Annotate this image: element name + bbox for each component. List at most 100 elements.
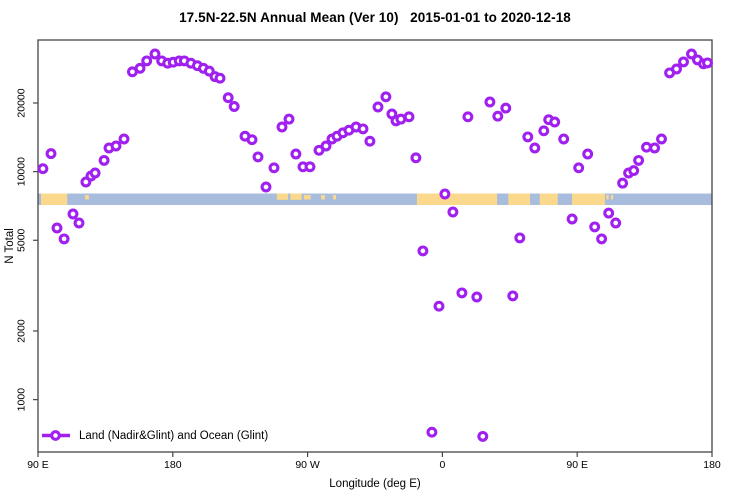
- data-point: [500, 102, 512, 114]
- data-point: [633, 154, 645, 166]
- data-point: [222, 92, 234, 104]
- legend-marker-icon: [42, 430, 70, 441]
- data-point: [462, 111, 474, 123]
- data-point: [558, 133, 570, 145]
- y-tick-label: 10000: [16, 157, 28, 186]
- x-tick-label: 180: [703, 459, 721, 471]
- x-tick-label: 90 E: [566, 459, 588, 471]
- x-tick-label: 0: [439, 459, 445, 471]
- data-point: [58, 233, 70, 245]
- x-axis-title: Longitude (deg E): [329, 478, 421, 490]
- data-point: [283, 113, 295, 125]
- map-band-land: [40, 193, 68, 205]
- x-tick-label: 90 W: [295, 459, 320, 471]
- map-band: [38, 193, 712, 205]
- data-point: [628, 165, 640, 177]
- y-tick-label: 1000: [16, 388, 28, 412]
- data-point: [529, 142, 541, 154]
- y-tick-label: 2000: [16, 319, 28, 343]
- data-point: [596, 233, 608, 245]
- map-band-land: [416, 193, 498, 205]
- data-point: [228, 101, 240, 112]
- chart-title: 17.5N-22.5N Annual Mean (Ver 10) 2015-01…: [179, 10, 571, 25]
- data-point: [471, 291, 483, 303]
- data-point: [276, 121, 288, 133]
- data-point: [380, 91, 392, 103]
- data-point: [252, 151, 264, 163]
- map-band-land: [610, 195, 614, 200]
- map-band-land: [508, 193, 531, 205]
- y-axis-title: N Total: [4, 228, 16, 264]
- data-point: [549, 116, 561, 128]
- data-point: [656, 133, 667, 145]
- data-point: [246, 134, 258, 146]
- map-band-ocean: [38, 193, 712, 205]
- data-point: [67, 208, 79, 220]
- x-tick-label: 90 E: [27, 459, 49, 471]
- x-axis-ticks: 90 E 180 90 W 0 90 E 180: [27, 452, 721, 471]
- data-point: [304, 161, 316, 173]
- data-point: [566, 213, 578, 225]
- data-point: [141, 55, 153, 67]
- data-point: [214, 72, 226, 84]
- data-point: [477, 430, 489, 442]
- plot-frame: [37, 39, 713, 453]
- legend: Land (Nadir&Glint) and Ocean (Glint): [41, 428, 268, 443]
- y-tick-label: 5000: [16, 228, 28, 252]
- data-point: [671, 63, 682, 75]
- map-band-land: [606, 195, 609, 200]
- data-point: [617, 177, 629, 189]
- data-point: [686, 48, 697, 60]
- data-point: [149, 48, 161, 60]
- map-band-land: [321, 195, 325, 200]
- data-point: [433, 300, 445, 312]
- data-point: [403, 111, 415, 123]
- data-point: [410, 152, 422, 164]
- map-band-land: [85, 195, 89, 200]
- map-band-land: [539, 193, 558, 205]
- data-point: [98, 154, 110, 166]
- data-point: [118, 133, 130, 145]
- data-point: [507, 290, 519, 302]
- map-band-land: [571, 193, 605, 205]
- data-point: [439, 188, 451, 200]
- map-band-land: [303, 195, 311, 200]
- data-point: [649, 142, 661, 154]
- data-point: [51, 222, 63, 234]
- data-point: [110, 140, 122, 152]
- data-point: [582, 148, 594, 160]
- data-point: [538, 125, 550, 137]
- data-point: [702, 57, 713, 69]
- data-point: [573, 162, 585, 174]
- data-point: [357, 123, 369, 135]
- data-point: [89, 167, 101, 179]
- data-point: [456, 287, 468, 299]
- data-point: [134, 62, 146, 74]
- data-point: [589, 221, 601, 233]
- data-point: [268, 162, 280, 174]
- data-point: [260, 181, 272, 193]
- data-point: [364, 135, 376, 147]
- data-point: [37, 163, 49, 175]
- data-point: [447, 206, 459, 218]
- data-point: [678, 56, 689, 68]
- data-point: [372, 101, 384, 113]
- data-point: [514, 232, 526, 244]
- data-point: [603, 207, 615, 219]
- data-point: [426, 426, 438, 438]
- legend-label: Land (Nadir&Glint) and Ocean (Glint): [79, 429, 269, 442]
- data-point: [522, 131, 534, 143]
- data-point: [320, 140, 332, 152]
- map-band-land: [276, 193, 289, 200]
- map-band-land: [290, 193, 302, 200]
- y-axis-ticks: 1000 2000 5000 10000 20000: [16, 88, 38, 412]
- data-point: [610, 217, 622, 229]
- data-point: [73, 217, 85, 229]
- y-tick-label: 20000: [16, 88, 28, 117]
- data-point: [45, 148, 57, 160]
- data-point: [290, 148, 302, 160]
- data-points: [37, 48, 713, 442]
- data-point: [484, 96, 496, 108]
